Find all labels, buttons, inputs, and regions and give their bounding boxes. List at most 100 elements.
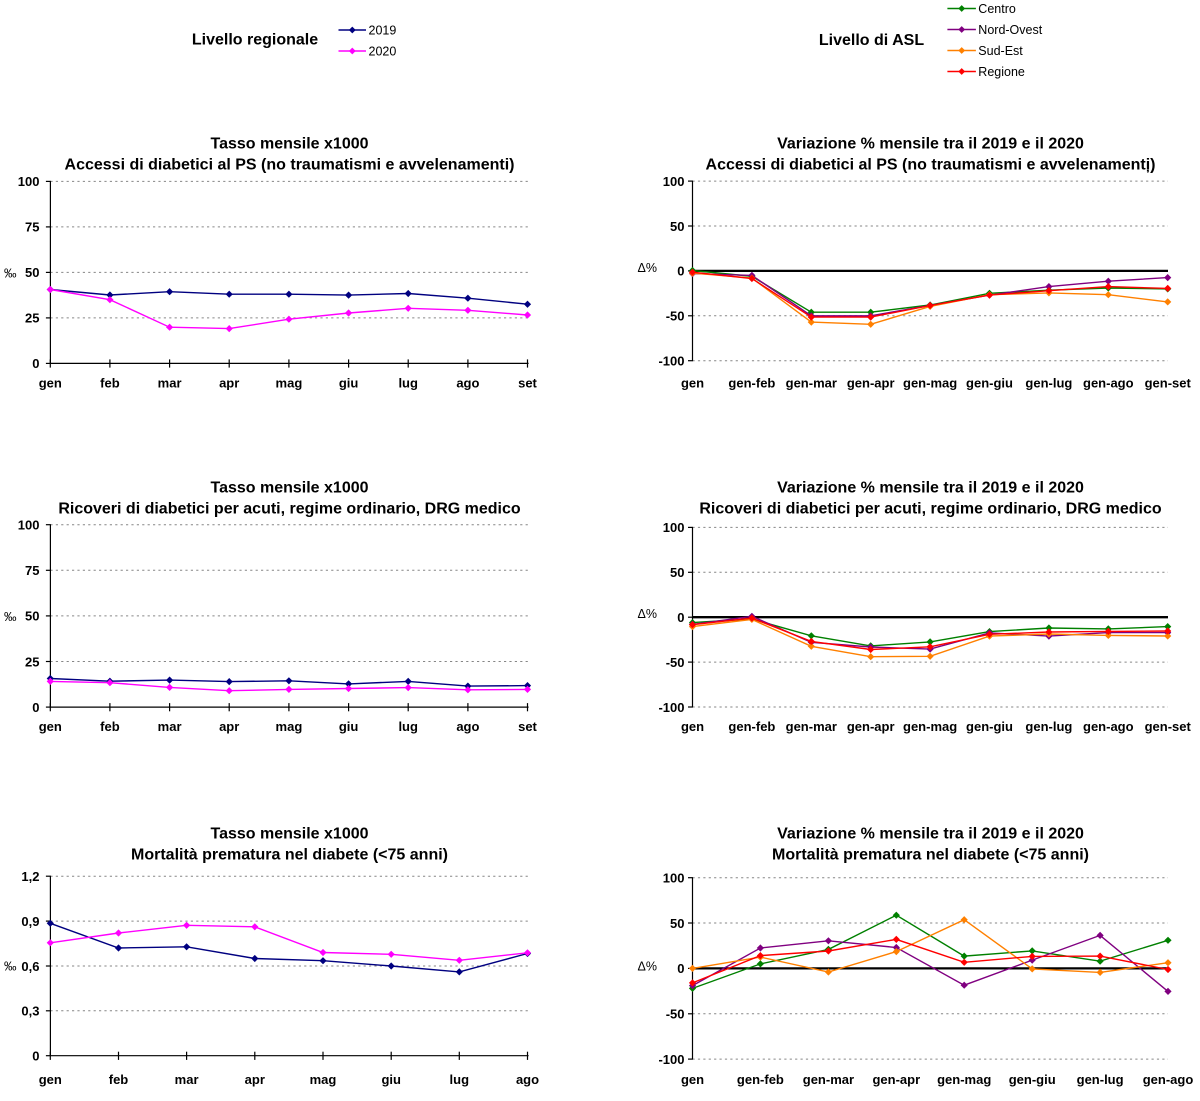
svg-text:Livello regionale: Livello regionale [192, 32, 318, 49]
svg-text:-100: -100 [658, 1052, 684, 1067]
svg-text:feb: feb [100, 375, 120, 390]
svg-text:‰: ‰ [4, 959, 17, 973]
svg-text:0: 0 [677, 610, 684, 625]
svg-text:gen: gen [681, 719, 704, 734]
svg-text:lug: lug [450, 1072, 470, 1087]
svg-text:50: 50 [670, 219, 684, 234]
svg-text:Livello di ASL: Livello di ASL [819, 32, 924, 49]
svg-text:gen-apr: gen-apr [872, 1072, 920, 1087]
svg-text:Mortalità prematura nel diabet: Mortalità prematura nel diabete (<75 ann… [131, 846, 448, 863]
svg-text:75: 75 [25, 220, 39, 235]
svg-text:gen-lug: gen-lug [1077, 1072, 1124, 1087]
svg-text:2019: 2019 [369, 24, 397, 38]
svg-text:gen-mar: gen-mar [803, 1072, 854, 1087]
svg-text:50: 50 [25, 609, 39, 624]
svg-text:Variazione % mensile tra il 20: Variazione % mensile tra il 2019 e il 20… [777, 825, 1084, 842]
svg-text:100: 100 [663, 520, 685, 535]
svg-text:gen-ago: gen-ago [1143, 1072, 1194, 1087]
svg-text:gen-feb: gen-feb [728, 719, 775, 734]
svg-text:Δ%: Δ% [638, 607, 657, 621]
svg-text:mag: mag [310, 1072, 337, 1087]
svg-text:gen-feb: gen-feb [737, 1072, 784, 1087]
svg-text:0,3: 0,3 [21, 1004, 39, 1019]
svg-text:100: 100 [663, 871, 685, 886]
svg-text:25: 25 [25, 311, 39, 326]
svg-text:ago: ago [456, 375, 479, 390]
svg-text:gen-mag: gen-mag [937, 1072, 991, 1087]
svg-text:gen-mag: gen-mag [903, 375, 957, 390]
svg-text:apr: apr [219, 719, 239, 734]
svg-text:Tasso mensile x1000: Tasso mensile x1000 [210, 825, 368, 842]
svg-text:mag: mag [276, 375, 303, 390]
svg-text:Ricoveri di diabetici per acut: Ricoveri di diabetici per acuti, regime … [58, 500, 521, 517]
svg-text:gen-mar: gen-mar [786, 719, 837, 734]
svg-text:0,6: 0,6 [21, 959, 39, 974]
svg-text:100: 100 [18, 174, 40, 189]
svg-text:gen-ago: gen-ago [1083, 375, 1134, 390]
svg-text:Ricoveri di diabetici per acut: Ricoveri di diabetici per acuti, regime … [699, 500, 1162, 517]
svg-text:giu: giu [339, 719, 359, 734]
svg-text:-50: -50 [666, 309, 685, 324]
svg-text:ago: ago [456, 719, 479, 734]
svg-text:gen-feb: gen-feb [728, 375, 775, 390]
svg-text:set: set [518, 719, 537, 734]
svg-text:set: set [518, 375, 537, 390]
svg-text:100: 100 [663, 174, 685, 189]
svg-text:mar: mar [175, 1072, 199, 1087]
svg-text:gen-mar: gen-mar [786, 375, 837, 390]
svg-text:ago: ago [516, 1072, 539, 1087]
svg-text:2020: 2020 [369, 45, 397, 59]
svg-text:50: 50 [670, 565, 684, 580]
svg-text:Regione: Regione [978, 65, 1025, 79]
svg-text:gen-lug: gen-lug [1025, 375, 1072, 390]
svg-text:gen-giu: gen-giu [1009, 1072, 1056, 1087]
svg-text:gen: gen [39, 375, 62, 390]
svg-text:feb: feb [109, 1072, 129, 1087]
svg-text:Variazione % mensile tra il 20: Variazione % mensile tra il 2019 e il 20… [777, 135, 1084, 152]
svg-text:giu: giu [339, 375, 359, 390]
svg-text:gen-ago: gen-ago [1083, 719, 1134, 734]
svg-text:lug: lug [398, 719, 418, 734]
svg-text:apr: apr [219, 375, 239, 390]
svg-text:gen-mag: gen-mag [903, 719, 957, 734]
svg-text:gen: gen [39, 1072, 62, 1087]
svg-text:gen: gen [39, 719, 62, 734]
svg-text:-100: -100 [658, 354, 684, 369]
svg-text:1,2: 1,2 [21, 869, 39, 884]
svg-text:-50: -50 [666, 655, 685, 670]
svg-text:gen-set: gen-set [1145, 719, 1192, 734]
svg-text:Mortalità prematura nel diabet: Mortalità prematura nel diabete (<75 ann… [772, 846, 1089, 863]
svg-text:0,9: 0,9 [21, 914, 39, 929]
svg-text:giu: giu [381, 1072, 401, 1087]
svg-text:Variazione % mensile tra il 20: Variazione % mensile tra il 2019 e il 20… [777, 479, 1084, 496]
svg-text:gen-set: gen-set [1145, 375, 1192, 390]
svg-text:mar: mar [158, 375, 182, 390]
svg-text:Nord-Ovest: Nord-Ovest [978, 23, 1042, 37]
svg-text:lug: lug [398, 375, 418, 390]
svg-text:gen-lug: gen-lug [1025, 719, 1072, 734]
svg-text:gen-apr: gen-apr [847, 719, 895, 734]
svg-text:Accessi di diabetici al PS (no: Accessi di diabetici al PS (no traumatis… [706, 156, 1156, 173]
svg-text:100: 100 [18, 518, 40, 533]
svg-text:0: 0 [32, 356, 39, 371]
svg-text:0: 0 [677, 961, 684, 976]
svg-text:Accessi di diabetici al PS (no: Accessi di diabetici al PS (no traumatis… [65, 156, 515, 173]
svg-text:gen-giu: gen-giu [966, 719, 1013, 734]
svg-text:apr: apr [245, 1072, 265, 1087]
svg-text:Centro: Centro [978, 2, 1016, 16]
svg-text:Sud-Est: Sud-Est [978, 44, 1023, 58]
svg-text:‰: ‰ [4, 610, 17, 624]
svg-text:‰: ‰ [4, 267, 17, 281]
svg-text:feb: feb [100, 719, 120, 734]
svg-text:gen-giu: gen-giu [966, 375, 1013, 390]
svg-text:gen: gen [681, 375, 704, 390]
svg-text:50: 50 [670, 916, 684, 931]
svg-text:25: 25 [25, 654, 39, 669]
svg-text:0: 0 [32, 700, 39, 715]
svg-text:50: 50 [25, 265, 39, 280]
svg-text:mag: mag [276, 719, 303, 734]
svg-text:Tasso mensile x1000: Tasso mensile x1000 [210, 135, 368, 152]
svg-text:Δ%: Δ% [638, 261, 657, 275]
svg-text:75: 75 [25, 563, 39, 578]
svg-text:mar: mar [158, 719, 182, 734]
